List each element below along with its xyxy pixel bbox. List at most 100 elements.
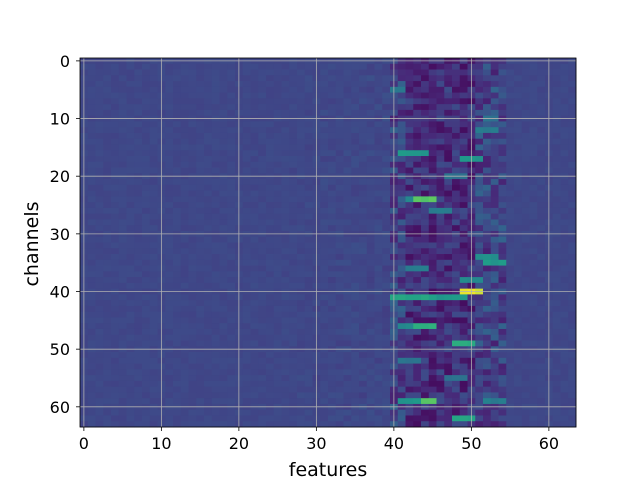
heatmap-cell [498,196,507,203]
heatmap-cell [328,202,337,209]
heatmap-cell [475,369,484,376]
heatmap-cell [514,219,523,226]
heatmap-cell [258,69,267,76]
heatmap-cell [459,144,468,151]
heatmap-cell [514,328,523,336]
heatmap-cell [297,213,306,220]
heatmap-cell [359,98,368,105]
heatmap-cell [173,98,182,105]
heatmap-cell [452,63,461,70]
heatmap-cell [413,98,422,105]
heatmap-cell [568,328,577,336]
heatmap-cell [111,357,120,364]
heatmap-cell [359,207,368,215]
heatmap-cell [173,317,182,324]
heatmap-cell [258,156,267,163]
heatmap-cell [211,179,220,186]
heatmap-cell [521,334,530,341]
heatmap-cell [134,352,143,359]
heatmap-cell [506,398,515,405]
heatmap-cell [413,202,422,209]
heatmap-cell [421,225,430,232]
heatmap-cell [428,75,437,82]
heatmap-cell [297,156,306,163]
heatmap-cell [459,190,468,197]
heatmap-cell [266,138,275,145]
heatmap-cell [328,352,337,359]
heatmap-cell [250,323,259,330]
heatmap-cell [118,225,127,232]
heatmap-cell [335,271,344,278]
heatmap-cell [359,323,368,330]
heatmap-cell [421,323,430,330]
heatmap-cell [142,98,151,105]
heatmap-cell [366,132,375,140]
heatmap-cell [459,254,468,261]
heatmap-cell [374,369,383,376]
heatmap-cell [537,121,546,128]
heatmap-cell [374,63,383,70]
heatmap-cell [560,127,569,134]
heatmap-cell [273,375,282,382]
heatmap-cell [436,242,445,249]
heatmap-cell [242,121,251,128]
heatmap-cell [289,69,298,76]
heatmap-cell [428,375,437,382]
heatmap-cell [297,352,306,359]
heatmap-cell [281,386,290,393]
heatmap-cell [444,184,453,192]
heatmap-cell [521,156,530,163]
heatmap-cell [490,259,499,266]
heatmap-cell [126,69,135,76]
heatmap-cell [483,236,492,243]
heatmap-cell [335,213,344,220]
heatmap-cell [405,415,414,422]
heatmap-cell [413,305,422,313]
heatmap-cell [227,369,236,376]
heatmap-cell [242,294,251,301]
heatmap-cell [95,156,104,163]
heatmap-cell [405,311,414,318]
heatmap-cell [568,369,577,376]
heatmap-cell [173,323,182,330]
heatmap-cell [328,104,337,111]
heatmap-cell [382,369,391,376]
heatmap-cell [537,69,546,76]
heatmap-cell [382,398,391,405]
heatmap-cell [498,392,507,399]
heatmap-cell [335,63,344,70]
heatmap-cell [351,282,360,290]
heatmap-cell [359,363,368,370]
heatmap-cell [173,311,182,318]
heatmap-cell [475,375,484,382]
heatmap-cell [529,156,538,163]
heatmap-cell [165,156,174,163]
heatmap-cell [227,334,236,341]
heatmap-cell [118,277,127,284]
heatmap-cell [366,421,375,428]
heatmap-cell [421,207,430,215]
heatmap-cell [126,92,135,99]
heatmap-cell [382,265,391,272]
heatmap-cell [103,225,112,232]
heatmap-cell [273,179,282,186]
heatmap-cell [560,150,569,157]
heatmap-cell [413,167,422,174]
heatmap-cell [514,380,523,388]
heatmap-cell [211,132,220,140]
heatmap-cell [281,63,290,70]
heatmap-cell [328,317,337,324]
heatmap-cell [459,225,468,232]
heatmap-cell [374,294,383,301]
heatmap-cell [204,340,213,347]
heatmap-cell [475,207,484,215]
heatmap-cell [227,81,236,88]
heatmap-cell [188,271,197,278]
heatmap-cell [374,150,383,157]
heatmap-cell [87,104,96,111]
heatmap-cell [242,311,251,318]
heatmap-cell [250,207,259,215]
heatmap-cell [258,236,267,243]
heatmap-cell [180,92,189,99]
heatmap-cell [289,86,298,93]
